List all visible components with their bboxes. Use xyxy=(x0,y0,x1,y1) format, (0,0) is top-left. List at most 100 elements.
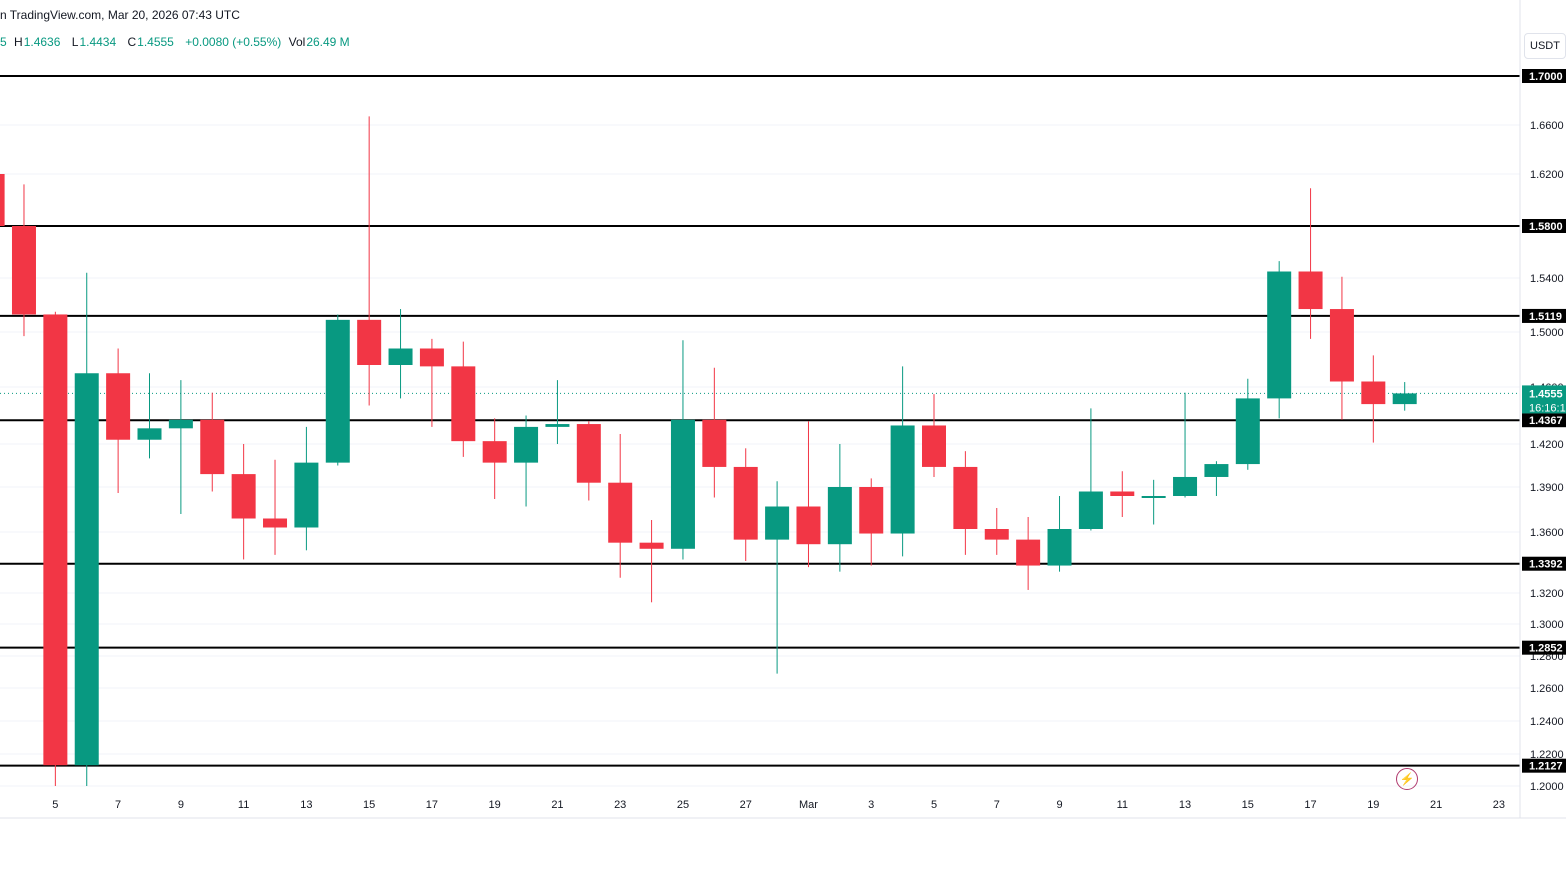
source-text: n TradingView.com, Mar 20, 2026 07:43 UT… xyxy=(0,8,240,22)
close-label: C xyxy=(127,35,137,49)
candles xyxy=(0,116,1417,786)
change-value: +0.0080 (+0.55%) xyxy=(185,35,282,49)
candle-body-3 xyxy=(74,373,99,766)
level-label-bg-5 xyxy=(1522,640,1566,655)
candle-body-38 xyxy=(1173,476,1198,496)
candle-body-6 xyxy=(168,419,193,429)
lightning-bolt-icon[interactable]: ⚡ xyxy=(1396,768,1418,790)
close-value: 1.4555 xyxy=(137,35,174,49)
price-tick-11: 1.2600 xyxy=(1530,683,1564,695)
level-label-4: 1.3392 xyxy=(1529,559,1563,571)
candle-body-27 xyxy=(827,487,852,545)
candle-body-29 xyxy=(890,425,915,534)
level-label-bg-4 xyxy=(1522,556,1566,571)
level-label-0: 1.7000 xyxy=(1529,71,1563,83)
candle-body-18 xyxy=(545,424,570,427)
candle-body-32 xyxy=(984,529,1009,540)
level-lines xyxy=(0,75,1520,767)
high-value: 1.4636 xyxy=(23,35,61,49)
candle-body-26 xyxy=(796,506,821,545)
candle-body-44 xyxy=(1361,381,1386,405)
time-tick-15: 7 xyxy=(994,799,1000,811)
price-tick-13: 1.2200 xyxy=(1530,749,1564,761)
candle-body-43 xyxy=(1329,309,1354,382)
candle-body-30 xyxy=(922,425,946,467)
level-label-6: 1.2127 xyxy=(1529,761,1563,773)
time-tick-19: 15 xyxy=(1242,799,1254,811)
candle-body-0 xyxy=(0,174,5,226)
price-tick-12: 1.2400 xyxy=(1530,716,1564,728)
level-label-bg-2 xyxy=(1522,308,1566,323)
vol-value: 26.49 M xyxy=(306,35,350,49)
time-tick-13: 3 xyxy=(868,799,874,811)
price-tick-1: 1.6200 xyxy=(1530,169,1564,181)
time-tick-1: 7 xyxy=(115,799,121,811)
candle-body-7 xyxy=(200,419,225,475)
price-tick-14: 1.2000 xyxy=(1530,781,1564,793)
candle-body-34 xyxy=(1047,529,1072,566)
time-tick-10: 25 xyxy=(677,799,689,811)
candle-body-22 xyxy=(670,419,695,549)
candle-body-13 xyxy=(388,348,413,365)
price-tick-0: 1.6600 xyxy=(1530,120,1564,132)
top-bar: n TradingView.com, Mar 20, 2026 07:43 UT… xyxy=(0,0,1566,30)
time-tick-18: 13 xyxy=(1179,799,1191,811)
low-value: 1.4434 xyxy=(79,35,117,49)
level-label-bg-6 xyxy=(1522,758,1566,773)
candle-body-12 xyxy=(357,319,382,365)
price-tick-6: 1.3900 xyxy=(1530,482,1564,494)
candle-body-42 xyxy=(1298,271,1323,310)
current-price-label: 1.4555 xyxy=(1529,388,1563,400)
candle-body-45 xyxy=(1392,393,1417,405)
time-tick-6: 17 xyxy=(426,799,438,811)
candle-body-17 xyxy=(514,426,539,463)
time-tick-16: 9 xyxy=(1056,799,1062,811)
time-tick-11: 27 xyxy=(740,799,752,811)
candle-body-35 xyxy=(1078,491,1103,529)
time-tick-7: 19 xyxy=(489,799,501,811)
candle-body-23 xyxy=(702,419,727,467)
time-tick-4: 13 xyxy=(300,799,312,811)
level-label-bg-1 xyxy=(1522,219,1566,233)
candle-body-39 xyxy=(1204,464,1229,477)
open-fragment: 5 xyxy=(0,35,7,49)
candle-body-9 xyxy=(263,518,288,528)
time-tick-14: 5 xyxy=(931,799,937,811)
time-tick-23: 23 xyxy=(1493,799,1505,811)
current-price-label-bg xyxy=(1522,385,1566,414)
level-label-1: 1.5800 xyxy=(1529,221,1563,233)
candle-body-20 xyxy=(608,482,633,543)
low-label: L xyxy=(71,35,79,49)
level-label-5: 1.2852 xyxy=(1529,643,1563,655)
candle-body-40 xyxy=(1235,398,1260,465)
high-label: H xyxy=(14,35,23,49)
candle-body-4 xyxy=(106,373,131,440)
level-labels: 1.7000 1.5800 1.5119 1.4367 1.3392 1.2852 1.21… xyxy=(1522,69,1566,773)
candle-body-37 xyxy=(1141,496,1166,498)
time-tick-0: 5 xyxy=(52,799,58,811)
candle-body-41 xyxy=(1267,271,1292,399)
candle-body-21 xyxy=(639,542,664,549)
time-tick-3: 11 xyxy=(238,799,249,811)
ohlc-legend: 5 H1.4636 L1.4434 C1.4555 +0.0080 (+0.55… xyxy=(0,35,358,49)
grid-lines xyxy=(0,124,1520,787)
time-tick-5: 15 xyxy=(363,799,375,811)
time-tick-8: 21 xyxy=(551,799,563,811)
currency-button[interactable]: USDT xyxy=(1524,33,1566,59)
price-tick-5: 1.4200 xyxy=(1530,439,1564,451)
candle-body-11 xyxy=(325,319,350,463)
price-tick-9: 1.3000 xyxy=(1530,619,1564,631)
candle-body-24 xyxy=(733,466,758,540)
candle-body-15 xyxy=(451,366,476,442)
candle-body-14 xyxy=(419,348,444,367)
countdown-label: 16:16:1 xyxy=(1529,402,1566,414)
time-tick-2: 9 xyxy=(178,799,184,811)
candle-body-16 xyxy=(482,441,507,463)
price-tick-3: 1.5000 xyxy=(1530,327,1564,339)
candle-body-31 xyxy=(953,466,978,529)
candle-body-5 xyxy=(137,428,162,440)
price-tick-2: 1.5400 xyxy=(1530,273,1564,285)
candle-body-2 xyxy=(43,314,68,766)
price-axis: 1.66001.62001.54001.50001.46001.42001.39… xyxy=(0,0,1566,819)
